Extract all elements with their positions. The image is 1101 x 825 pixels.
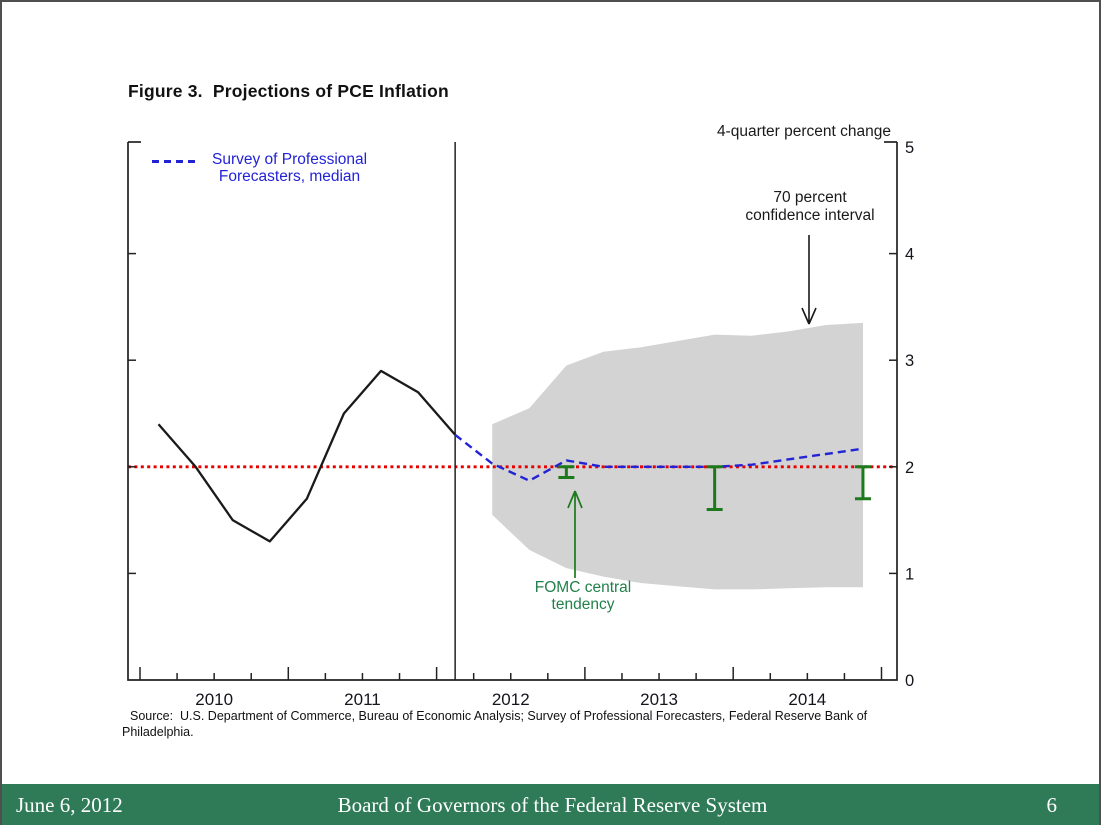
footer-bar: June 6, 2012 Board of Governors of the F… — [2, 784, 1099, 825]
confidence-interval-line2: confidence interval — [745, 206, 875, 224]
x-year-label: 2010 — [195, 690, 233, 709]
actual-pce-line — [157, 369, 456, 543]
spf-legend-line2: Forecasters, median — [218, 167, 361, 185]
axis-frame — [127, 142, 898, 681]
footer-page-number: 6 — [1046, 793, 1058, 817]
y-tick-label: 3 — [905, 352, 914, 370]
y-tick-label: 5 — [905, 139, 914, 157]
figure-title: Figure 3. Projections of PCE Inflation — [128, 81, 449, 101]
x-year-label: 2013 — [640, 690, 678, 709]
confidence-band — [492, 322, 863, 590]
spf-median-line — [454, 433, 864, 482]
y-tick-label: 0 — [905, 672, 914, 690]
fomc-central-tendency-label: FOMC central tendency — [508, 579, 658, 614]
x-year-label: 2011 — [344, 690, 381, 709]
y-tick-label: 4 — [905, 246, 914, 264]
spf-legend-label: Survey of Professional Forecasters, medi… — [212, 151, 368, 185]
fomc-arrow — [567, 490, 583, 578]
footer-date: June 6, 2012 — [16, 793, 123, 817]
footer-title: Board of Governors of the Federal Reserv… — [337, 793, 768, 817]
x-year-label: 2014 — [788, 690, 826, 709]
fomc-label-line2: tendency — [551, 596, 615, 614]
source-line2: Philadelphia. — [122, 725, 194, 739]
y-tick-label: 2 — [905, 459, 914, 477]
source-note: Source: U.S. Department of Commerce, Bur… — [122, 708, 962, 740]
confidence-interval-arrow — [801, 235, 817, 325]
chart-canvas: 0 1 2 3 4 5 2010 2011 2012 2013 2014 — [127, 139, 914, 709]
spf-dash-sample — [152, 160, 198, 163]
source-line1: Source: U.S. Department of Commerce, Bur… — [130, 709, 868, 723]
confidence-interval-label: 70 percent confidence interval — [734, 189, 886, 225]
spf-legend-line1: Survey of Professional — [212, 151, 368, 168]
fomc-label-line1: FOMC central — [534, 579, 632, 596]
y-axis-unit-label: 4-quarter percent change — [716, 123, 891, 140]
legend-spf: Survey of Professional Forecasters, medi… — [152, 151, 368, 185]
confidence-interval-line1: 70 percent — [773, 189, 847, 206]
y-tick-label: 1 — [905, 565, 914, 583]
x-year-label: 2012 — [492, 690, 530, 709]
